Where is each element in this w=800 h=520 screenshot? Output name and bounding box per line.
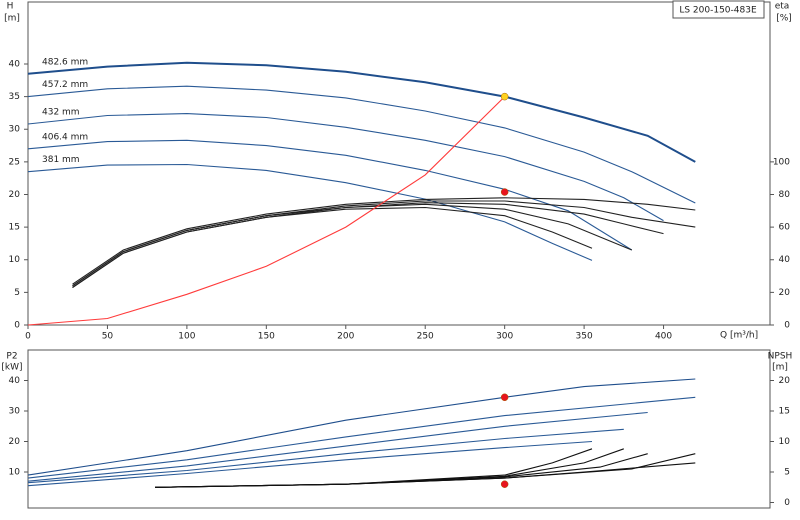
- y2-tick-label: 15: [779, 407, 790, 417]
- curve: [27, 428, 624, 484]
- y2-tick-label: 40: [779, 255, 791, 265]
- x-tick-label: 50: [102, 332, 114, 342]
- duty-point: [500, 188, 509, 196]
- duty-point: [500, 480, 509, 488]
- curve: [72, 206, 593, 288]
- curve: [27, 163, 593, 261]
- curve: [72, 197, 696, 285]
- curve-label: 381 mm: [42, 155, 80, 165]
- y-tick-label: 20: [9, 437, 21, 447]
- y-tick-label: 35: [9, 92, 20, 102]
- y-tick-label: 40: [9, 376, 21, 386]
- y-tick-label: 40: [9, 59, 21, 69]
- y2-axis-unit: [m]: [772, 363, 788, 373]
- y-tick-label: 30: [9, 125, 21, 135]
- curve: [27, 113, 664, 222]
- curve-label: 406.4 mm: [42, 132, 88, 142]
- y-axis-label: H: [7, 2, 14, 12]
- chart-title: LS 200-150-483E: [679, 6, 757, 16]
- curve-label: 432 mm: [42, 108, 80, 118]
- y2-tick-label: 100: [773, 157, 790, 167]
- top-plot-frame: [27, 1, 771, 326]
- y2-tick-label: 10: [779, 437, 791, 447]
- duty-point: [500, 393, 509, 402]
- curve: [27, 96, 506, 326]
- y-tick-label: 30: [9, 407, 21, 417]
- y-tick-label: 10: [9, 255, 21, 265]
- curve: [72, 202, 664, 287]
- y-tick-label: 20: [9, 190, 21, 200]
- curve: [155, 448, 593, 488]
- bottom-plot-frame: [27, 349, 771, 509]
- curve: [27, 61, 696, 163]
- curve: [27, 396, 696, 479]
- y-tick-label: 25: [9, 157, 20, 167]
- y2-tick-label: 60: [779, 223, 791, 233]
- x-tick-label: 400: [655, 332, 672, 342]
- y-axis-label: P2: [6, 352, 17, 362]
- curve: [72, 200, 696, 287]
- y2-tick-label: 0: [784, 321, 790, 331]
- y2-axis-label: NPSH: [768, 352, 793, 362]
- y2-axis-label: eta: [775, 2, 790, 12]
- x-tick-label: 300: [496, 332, 513, 342]
- duty-point: [500, 92, 509, 101]
- y-tick-label: 10: [9, 468, 21, 478]
- y-tick-label: 5: [14, 288, 20, 298]
- curve: [27, 378, 696, 476]
- curve: [27, 85, 696, 204]
- x-tick-label: 250: [417, 332, 434, 342]
- y-tick-label: 0: [14, 321, 20, 331]
- y2-axis-unit: [%]: [776, 14, 792, 24]
- x-tick-label: 350: [576, 332, 593, 342]
- y2-tick-label: 20: [779, 288, 791, 298]
- curve: [27, 440, 593, 487]
- y2-tick-label: 80: [779, 190, 791, 200]
- x-tick-label: 200: [337, 332, 354, 342]
- x-axis-label: Q [m³/h]: [720, 331, 758, 341]
- curve: [27, 139, 633, 251]
- curve-label: 457.2 mm: [42, 80, 88, 90]
- x-tick-label: 100: [178, 332, 195, 342]
- y-axis-unit: [kW]: [1, 363, 22, 373]
- y2-tick-label: 20: [779, 376, 791, 386]
- curve: [72, 203, 633, 288]
- x-tick-label: 150: [258, 332, 275, 342]
- title-box: [672, 0, 765, 19]
- curve-label: 482.6 mm: [42, 57, 88, 67]
- x-tick-label: 0: [25, 332, 31, 342]
- y2-tick-label: 0: [784, 498, 790, 508]
- y-tick-label: 15: [9, 223, 20, 233]
- curve: [27, 411, 648, 482]
- y-axis-unit: [m]: [4, 14, 20, 24]
- curve: [155, 453, 696, 488]
- curve: [155, 462, 696, 488]
- y2-tick-label: 5: [784, 468, 790, 478]
